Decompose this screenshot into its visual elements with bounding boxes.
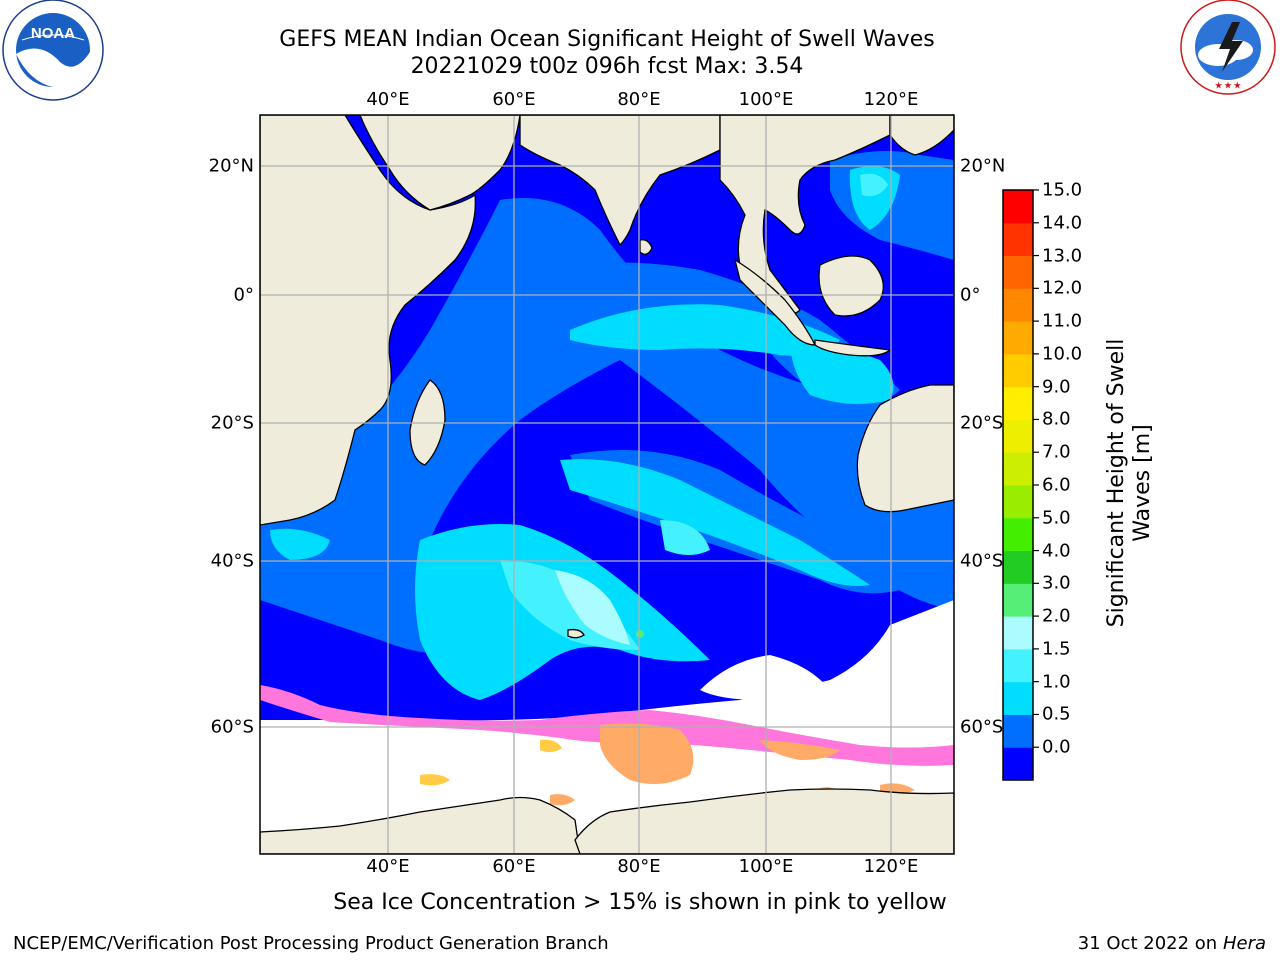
colorbar-tick-label: 8.0 bbox=[1042, 408, 1071, 430]
chart-title: GEFS MEAN Indian Ocean Significant Heigh… bbox=[279, 27, 935, 52]
lat-label-left: 0° bbox=[233, 284, 254, 306]
colorbar-swatch bbox=[1003, 648, 1033, 683]
sea-ice-caption: Sea Ice Concentration > 15% is shown in … bbox=[333, 890, 947, 915]
noaa-logo-text: NOAA bbox=[31, 25, 75, 42]
colorbar-tick-label: 11.0 bbox=[1042, 310, 1083, 332]
colorbar-tick-label: 10.0 bbox=[1042, 343, 1083, 365]
colorbar-tick-label: 15.0 bbox=[1042, 179, 1083, 201]
graticule bbox=[260, 115, 954, 854]
colorbar-tick-label: 6.0 bbox=[1042, 474, 1071, 496]
chart-subtitle: 20221029 t00z 096h fcst Max: 3.54 bbox=[410, 54, 804, 79]
colorbar-title-line2: Waves [m] bbox=[1130, 424, 1155, 542]
colorbar-tick-label: 0.0 bbox=[1042, 736, 1071, 758]
colorbar-swatch bbox=[1003, 419, 1033, 453]
colorbar-swatch bbox=[1003, 353, 1033, 388]
lon-label-bottom: 60°E bbox=[492, 856, 536, 877]
colorbar bbox=[1002, 189, 1039, 781]
colorbar-swatch bbox=[1003, 255, 1033, 289]
colorbar-swatch bbox=[1003, 288, 1033, 322]
colorbar-tick-label: 14.0 bbox=[1042, 212, 1083, 234]
lon-label-top: 100°E bbox=[738, 89, 794, 110]
svg-text:★ ★ ★: ★ ★ ★ bbox=[1215, 81, 1242, 90]
credit-text: NCEP/EMC/Verification Post Processing Pr… bbox=[13, 933, 609, 954]
colorbar-swatch bbox=[1003, 222, 1033, 257]
lat-label-left: 40°S bbox=[210, 550, 254, 572]
lon-label-top: 80°E bbox=[617, 89, 661, 110]
colorbar-swatch bbox=[1003, 550, 1033, 584]
colorbar-tick-label: 9.0 bbox=[1042, 376, 1071, 398]
lon-label-bottom: 100°E bbox=[738, 856, 794, 877]
colorbar-swatch bbox=[1003, 485, 1033, 519]
colorbar-swatch bbox=[1003, 190, 1033, 224]
colorbar-swatch bbox=[1003, 321, 1033, 355]
colorbar-title-line1: Significant Height of Swell bbox=[1104, 338, 1129, 628]
colorbar-tick-label: 0.5 bbox=[1042, 703, 1071, 725]
host-name: Hera bbox=[1222, 933, 1266, 954]
colorbar-tick-label: 7.0 bbox=[1042, 441, 1071, 463]
colorbar-swatch bbox=[1003, 452, 1033, 486]
colorbar-tick-label: 13.0 bbox=[1042, 245, 1083, 267]
map-frame bbox=[259, 114, 955, 855]
colorbar-swatch bbox=[1003, 386, 1033, 420]
lat-label-right: 0° bbox=[960, 284, 981, 306]
lat-label-left: 60°S bbox=[210, 716, 254, 738]
lon-label-bottom: 40°E bbox=[366, 856, 410, 877]
colorbar-swatch bbox=[1003, 616, 1033, 650]
colorbar-swatch bbox=[1003, 517, 1033, 552]
noaa-logo: NOAA bbox=[2, 0, 104, 101]
lat-label-right: 20°N bbox=[960, 155, 1006, 177]
colorbar-swatch bbox=[1003, 681, 1033, 715]
swell-height-map bbox=[260, 115, 954, 854]
lon-label-top: 40°E bbox=[366, 89, 410, 110]
lat-label-right: 20°S bbox=[960, 412, 1004, 434]
colorbar-swatch bbox=[1003, 583, 1033, 617]
lat-label-right: 60°S bbox=[960, 716, 1004, 738]
colorbar-swatch bbox=[1003, 747, 1033, 781]
date-text: 31 Oct 2022 on bbox=[1077, 933, 1218, 954]
lon-label-top: 60°E bbox=[492, 89, 536, 110]
colorbar-tick-label: 1.5 bbox=[1042, 638, 1071, 660]
lon-label-bottom: 80°E bbox=[617, 856, 661, 877]
lon-label-top: 120°E bbox=[863, 89, 919, 110]
lat-label-left: 20°S bbox=[210, 412, 254, 434]
colorbar-tick-label: 3.0 bbox=[1042, 572, 1071, 594]
lon-label-bottom: 120°E bbox=[863, 856, 919, 877]
colorbar-swatch bbox=[1003, 714, 1033, 748]
lat-label-right: 40°S bbox=[960, 550, 1004, 572]
colorbar-tick-label: 2.0 bbox=[1042, 605, 1071, 627]
date-stamp: 31 Oct 2022 on Hera bbox=[1078, 933, 1266, 954]
colorbar-tick-label: 5.0 bbox=[1042, 507, 1071, 529]
nws-logo: ★ ★ ★ bbox=[1180, 0, 1276, 95]
colorbar-tick-label: 12.0 bbox=[1042, 277, 1083, 299]
colorbar-tick-label: 1.0 bbox=[1042, 671, 1071, 693]
lat-label-left: 20°N bbox=[208, 155, 254, 177]
colorbar-tick-label: 4.0 bbox=[1042, 540, 1071, 562]
